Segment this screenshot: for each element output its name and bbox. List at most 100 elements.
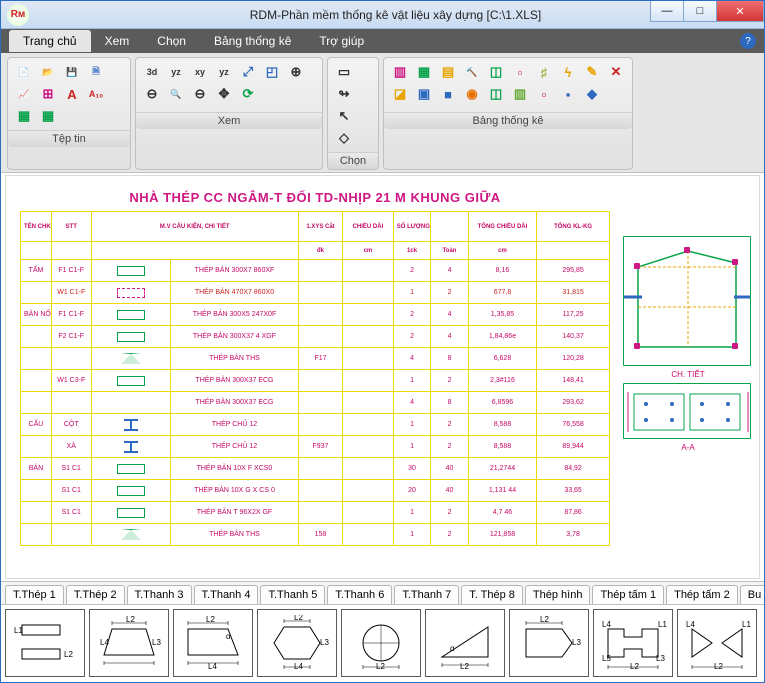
sheet-tab[interactable]: Thép tấm 1 — [592, 585, 664, 604]
sheet-tab[interactable]: T.Thanh 4 — [194, 585, 259, 604]
ribbon-btn-yz2[interactable]: yz — [214, 62, 234, 82]
sheet-tab[interactable]: T.Thanh 7 — [394, 585, 459, 604]
svg-text:L2: L2 — [126, 615, 135, 624]
close-button[interactable]: ✕ — [716, 1, 764, 22]
svg-text:L3: L3 — [152, 638, 161, 647]
ribbon-btn-refresh[interactable]: ⟳ — [238, 84, 258, 104]
ribbon-group-Bảng thống kê: ▥▦▤🔨◫▫♯ϟ✎✕◪▣■◉◫▥▫▪◆Bảng thống kê — [383, 57, 633, 170]
ribbon-btn-zoom-prev[interactable]: ⊖ — [190, 84, 210, 104]
ribbon-btn-stat1[interactable]: ◫ — [486, 62, 506, 82]
table-row: W1 C3-FTHÉP BẢN 300X37 ECG122,3#116148,4… — [21, 370, 610, 392]
ribbon-btn-b4[interactable]: ◉ — [462, 84, 482, 104]
ribbon-btn-b7[interactable]: ▫ — [534, 84, 554, 104]
shape-bar: L1L2L2L4L3L2αL4L2L3L4L2αL2L2L3L4L1L5L3L2… — [1, 604, 764, 682]
ribbon-btn-hier[interactable]: ♯ — [534, 62, 554, 82]
sheet-title: NHÀ THÉP CC NGÂM-T ĐỐI TD-NHỊP 21 M KHUN… — [20, 182, 610, 211]
ribbon-btn-grid[interactable]: ⊞ — [38, 84, 58, 104]
shape-card-trapezoid-ang[interactable]: L2αL4 — [173, 609, 253, 677]
shape-card-right-tri[interactable]: αL2 — [425, 609, 505, 677]
table-row: THÉP BẢN 300X37 ECG486,8596293,62 — [21, 392, 610, 414]
ribbon-btn-export[interactable]: 📈 — [14, 84, 34, 104]
help-icon[interactable]: ? — [740, 33, 756, 49]
shape-card-rect-pair[interactable]: L1L2 — [5, 609, 85, 677]
shape-card-circle[interactable]: L2 — [341, 609, 421, 677]
ribbon-btn-pan[interactable]: ✥ — [214, 84, 234, 104]
ribbon-btn-tbl1[interactable]: ▥ — [390, 62, 410, 82]
sheet-tab[interactable]: T.Thanh 6 — [327, 585, 392, 604]
canvas-area[interactable]: NHÀ THÉP CC NGÂM-T ĐỐI TD-NHỊP 21 M KHUN… — [5, 175, 760, 579]
menu-tab-0[interactable]: Trang chủ — [9, 30, 91, 52]
ribbon-btn-bolt[interactable]: ϟ — [558, 62, 578, 82]
shape-card-trapezoid-top[interactable]: L2L4L3 — [89, 609, 169, 677]
ribbon-btn-excel[interactable]: ▦ — [14, 106, 34, 126]
ribbon-group-Tệp tin: 📄📂💾🗎 📈⊞AA₁₀ ▦▦ Tệp tin — [7, 57, 131, 170]
ribbon-btn-save[interactable]: 💾 — [62, 62, 82, 82]
ribbon-btn-new[interactable]: 📄 — [14, 62, 34, 82]
sheet-tab[interactable]: T.Thép 1 — [5, 585, 64, 604]
ribbon-btn-zoom-ext[interactable]: ⤢ — [238, 62, 258, 82]
table-row: TẤMF1 C1-FTHÉP BẢN 300X7 860XF248,16295,… — [21, 260, 610, 282]
sheet-tab[interactable]: T.Thanh 3 — [127, 585, 192, 604]
ribbon-btn-text[interactable]: A — [62, 84, 82, 104]
ribbon-btn-zoom-in[interactable]: ⊕ — [286, 62, 306, 82]
ribbon-btn-zoom-win[interactable]: ◰ — [262, 62, 282, 82]
ribbon-btn-pointer[interactable]: ↖ — [334, 106, 354, 126]
ribbon-btn-3d[interactable]: 3d — [142, 62, 162, 82]
table-row: S1 C1THÉP BẢN T 96X2X GF124,7 4687,86 — [21, 502, 610, 524]
sheet-tab[interactable]: T.Thanh 5 — [260, 585, 325, 604]
ribbon-btn-tbl2[interactable]: ▦ — [414, 62, 434, 82]
ribbon-btn-b6[interactable]: ▥ — [510, 84, 530, 104]
ribbon-title: Tệp tin — [8, 130, 130, 147]
ribbon-btn-excel2[interactable]: ▦ — [38, 106, 58, 126]
window-buttons: — □ ✕ — [651, 1, 764, 22]
menu-tab-2[interactable]: Chọn — [143, 30, 200, 52]
table-row: W1 C1-FTHÉP BẢN 470X7 860X012677,831,815 — [21, 282, 610, 304]
ribbon-title: Chọn — [328, 152, 378, 169]
ribbon-btn-open[interactable]: 📂 — [38, 62, 58, 82]
ribbon-btn-del[interactable]: ✕ — [606, 62, 626, 82]
ribbon-btn-select-lasso[interactable]: ↬ — [334, 84, 354, 104]
ribbon-btn-tool[interactable]: 🔨 — [462, 62, 482, 82]
shape-card-channel[interactable]: L4L1L5L3L2 — [593, 609, 673, 677]
shape-card-bowtie[interactable]: L4L1L2 — [677, 609, 757, 677]
menu-tab-3[interactable]: Bảng thống kê — [200, 30, 305, 52]
sheet-tab[interactable]: Bu lông — [740, 585, 764, 604]
ribbon-btn-b2[interactable]: ▣ — [414, 84, 434, 104]
minimize-button[interactable]: — — [650, 1, 684, 22]
ribbon-btn-xy[interactable]: xy — [190, 62, 210, 82]
ribbon-btn-b9[interactable]: ◆ — [582, 84, 602, 104]
shape-card-box-cut[interactable]: L2L3 — [509, 609, 589, 677]
ribbon-btn-b1[interactable]: ◪ — [390, 84, 410, 104]
table-row: BẢN NỐIF1 C1-FTHÉP BẢN 300X5 247X0F241,3… — [21, 304, 610, 326]
ribbon-btn-stat2[interactable]: ▫ — [510, 62, 530, 82]
ribbon-btn-zoom-obj[interactable]: 🔍 — [166, 84, 186, 104]
ribbon-btn-b5[interactable]: ◫ — [486, 84, 506, 104]
ribbon-btn-select-rect[interactable]: ▭ — [334, 62, 354, 82]
ribbon-btn-yz[interactable]: yz — [166, 62, 186, 82]
sheet-tab[interactable]: Thép tấm 2 — [666, 585, 738, 604]
sheet-tab[interactable]: T. Thép 8 — [461, 585, 523, 604]
svg-text:L2: L2 — [630, 662, 639, 671]
ribbon-btn-edit[interactable]: ✎ — [582, 62, 602, 82]
table-row: CẤUCỘTTHÉP CHỦ 12128,58876,558 — [21, 414, 610, 436]
menu-tab-4[interactable]: Trợ giúp — [305, 30, 378, 52]
sheet-tab[interactable]: T.Thép 2 — [66, 585, 125, 604]
titlebar: Rм RDM-Phần mềm thống kê vật liệu xây dự… — [1, 1, 764, 29]
menu-tab-1[interactable]: Xem — [91, 30, 144, 52]
shape-card-hexagon[interactable]: L2L3L4 — [257, 609, 337, 677]
sheet-tab[interactable]: Thép hình — [525, 585, 591, 604]
main-window: Rм RDM-Phần mềm thống kê vật liệu xây dự… — [0, 0, 765, 683]
ribbon-btn-zoom-out[interactable]: ⊖ — [142, 84, 162, 104]
svg-text:L2: L2 — [460, 662, 469, 671]
ribbon-btn-b3[interactable]: ■ — [438, 84, 458, 104]
ribbon-btn-b8[interactable]: ▪ — [558, 84, 578, 104]
ribbon-btn-pick[interactable]: ◇ — [334, 128, 354, 148]
ribbon-btn-tbl3[interactable]: ▤ — [438, 62, 458, 82]
ribbon-btn-save-as[interactable]: 🗎 — [86, 62, 106, 82]
ribbon-btn-font[interactable]: A₁₀ — [86, 84, 106, 104]
svg-text:L3: L3 — [656, 654, 665, 663]
ribbon: 📄📂💾🗎📈⊞AA₁₀▦▦Tệp tin3dyzxyyz⤢◰⊕⊖🔍⊖✥⟳Xem▭↬… — [1, 53, 764, 173]
table-row: THÉP BẢN THSF17486,628120,28 — [21, 348, 610, 370]
maximize-button[interactable]: □ — [683, 1, 717, 22]
svg-text:L2: L2 — [376, 662, 385, 671]
